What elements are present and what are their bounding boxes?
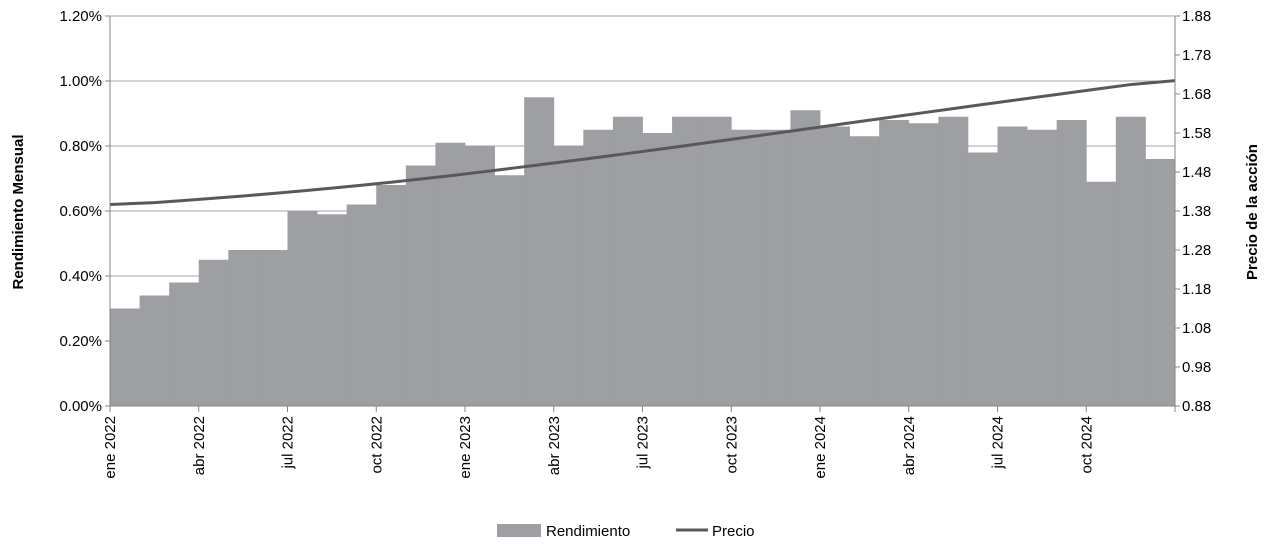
legend-label-precio: Precio — [712, 523, 755, 540]
bar — [405, 165, 436, 406]
bar — [435, 142, 466, 406]
bar — [139, 295, 170, 406]
legend-swatch-rendimiento — [497, 524, 541, 537]
bar — [908, 123, 939, 406]
bar — [1027, 129, 1058, 406]
bar — [760, 129, 791, 406]
left-axis-ticks: 0.00% 0.20% 0.40% 0.60% 0.80% 1.00% 1.20% — [59, 8, 110, 415]
bar — [198, 259, 229, 406]
x-tick-label: jul 2024 — [990, 416, 1007, 470]
bar-series-rendimiento — [110, 97, 1176, 406]
x-tick-label: abr 2024 — [901, 416, 918, 475]
left-tick-label: 0.60% — [59, 203, 102, 220]
bar — [376, 185, 407, 406]
bar — [790, 110, 821, 406]
bar — [1145, 159, 1176, 406]
bar — [997, 126, 1028, 406]
right-tick-label: 1.38 — [1182, 203, 1211, 220]
bar — [1056, 120, 1087, 406]
legend-label-rendimiento: Rendimiento — [546, 523, 630, 540]
right-tick-label: 1.08 — [1182, 320, 1211, 337]
bar — [257, 250, 288, 406]
bar — [1086, 181, 1117, 406]
x-tick-label: oct 2022 — [368, 416, 385, 474]
x-tick-label: abr 2023 — [546, 416, 563, 475]
bar — [524, 97, 555, 406]
right-axis-ticks: 0.88 0.98 1.08 1.18 1.28 1.38 1.48 1.58 1.68 1.78… — [1175, 8, 1211, 415]
right-tick-label: 1.78 — [1182, 47, 1211, 64]
bar — [317, 214, 348, 406]
left-tick-label: 0.20% — [59, 333, 102, 350]
bar — [642, 133, 673, 406]
bar — [346, 204, 377, 406]
bar — [849, 136, 880, 406]
bar — [169, 282, 200, 406]
bar — [967, 152, 998, 406]
x-tick-label: jul 2023 — [635, 416, 652, 470]
right-tick-label: 1.88 — [1182, 8, 1211, 25]
bar — [228, 250, 259, 406]
right-tick-label: 1.68 — [1182, 86, 1211, 103]
right-axis-title: Precio de la acción — [1244, 144, 1261, 280]
bar — [553, 146, 584, 406]
x-tick-label: oct 2024 — [1078, 416, 1095, 474]
x-tick-label: ene 2023 — [457, 416, 474, 479]
bar — [672, 116, 703, 406]
bar — [287, 211, 318, 406]
left-axis-title: Rendimiento Mensual — [10, 134, 27, 289]
bar — [612, 116, 643, 406]
right-tick-label: 0.98 — [1182, 359, 1211, 376]
left-tick-label: 1.20% — [59, 8, 102, 25]
left-tick-label: 0.40% — [59, 268, 102, 285]
x-tick-label: abr 2022 — [191, 416, 208, 475]
right-tick-label: 1.48 — [1182, 164, 1211, 181]
bar — [820, 126, 850, 406]
right-tick-label: 1.58 — [1182, 125, 1211, 142]
x-tick-label: oct 2023 — [723, 416, 740, 474]
bar — [879, 120, 910, 406]
bar — [110, 308, 140, 406]
left-tick-label: 1.00% — [59, 73, 102, 90]
bar — [465, 146, 495, 406]
bar — [494, 175, 525, 406]
line-series-precio — [109, 79, 1176, 207]
price-line — [109, 79, 1176, 207]
x-tick-label: jul 2022 — [280, 416, 297, 470]
legend: Rendimiento Precio — [497, 523, 755, 540]
bar — [1115, 116, 1146, 406]
x-tick-label: ene 2022 — [102, 416, 119, 479]
bar — [583, 129, 614, 406]
left-tick-label: 0.80% — [59, 138, 102, 155]
right-tick-label: 1.18 — [1182, 281, 1211, 298]
bar — [731, 129, 762, 406]
x-tick-label: ene 2024 — [812, 416, 829, 479]
bar — [701, 116, 732, 406]
x-axis-ticks: ene 2022 abr 2022 jul 2022 oct 2022 ene 2023… — [102, 406, 1176, 479]
left-tick-label: 0.00% — [59, 398, 102, 415]
bar — [938, 116, 969, 406]
right-tick-label: 0.88 — [1182, 398, 1211, 415]
right-tick-label: 1.28 — [1182, 242, 1211, 259]
